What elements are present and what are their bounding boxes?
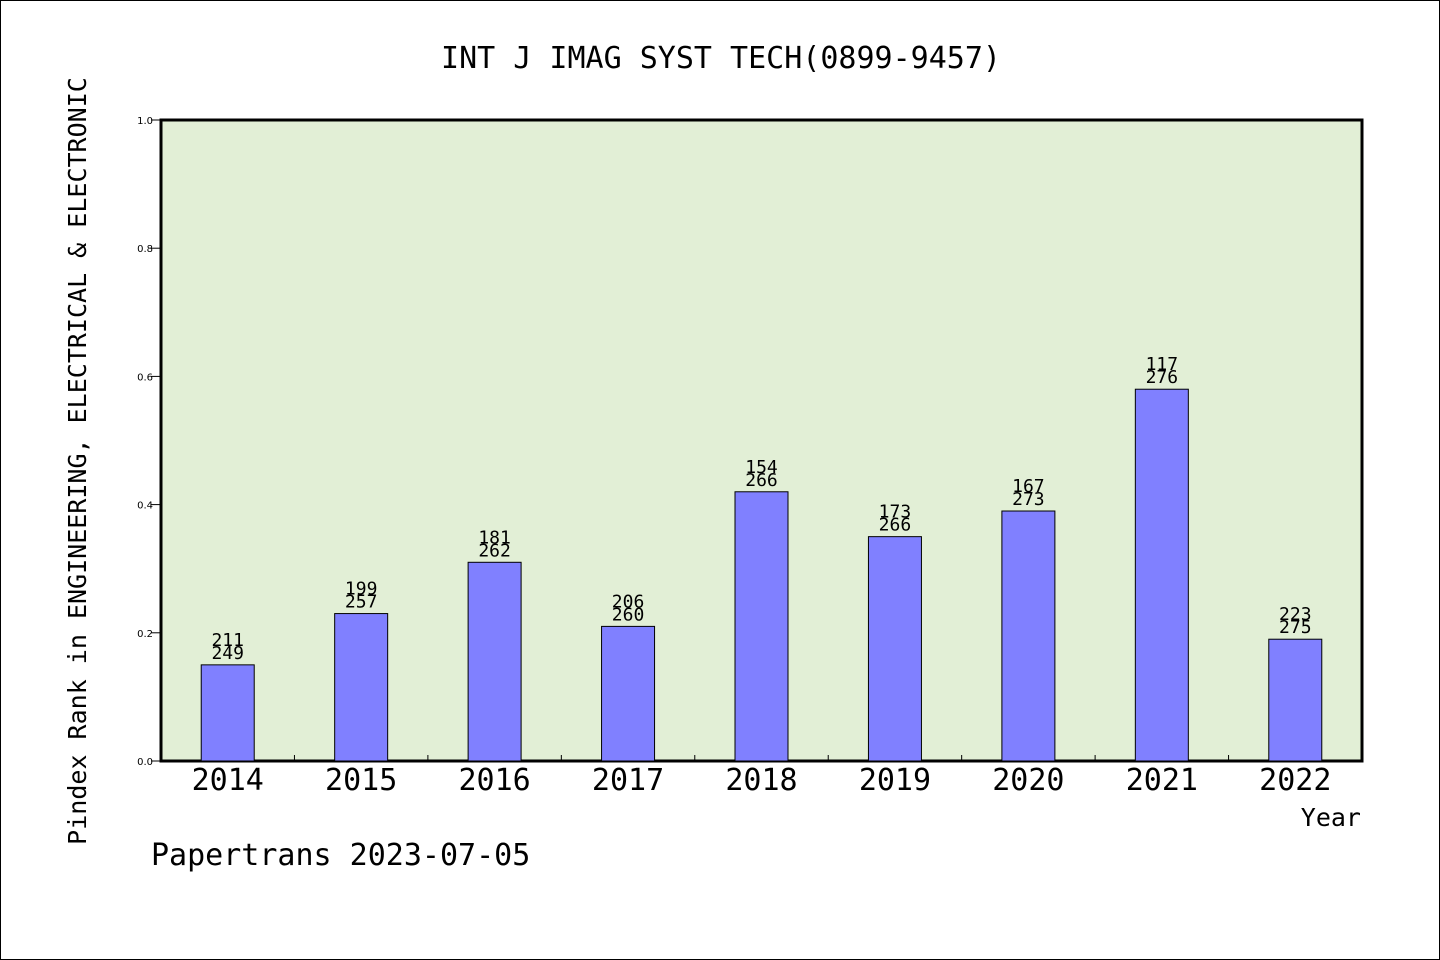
bar-rank-label: 173 [879, 502, 912, 523]
x-tick-label: 2021 [1126, 763, 1198, 798]
bar-total-label: 257 [345, 592, 378, 613]
y-tick-label: 0.4 [137, 501, 153, 512]
x-tick-label: 2022 [1259, 763, 1331, 798]
bar [867, 536, 922, 762]
x-tick-label: 2020 [992, 763, 1064, 798]
bar-rank-label: 117 [1146, 354, 1179, 375]
x-tick-label: 2019 [859, 763, 931, 798]
y-tick-label: 0.2 [137, 629, 153, 640]
bar [1134, 388, 1189, 762]
bar-rank-label: 181 [478, 527, 511, 548]
chart-title: INT J IMAG SYST TECH(0899-9457) [441, 41, 1001, 76]
bar-total-label: 266 [745, 470, 778, 491]
y-tick-label: 0.8 [137, 244, 153, 255]
y-axis: 0.0 0.2 0.4 0.6 0.8 1.0 [137, 116, 161, 768]
bar-total-label: 275 [1279, 617, 1312, 638]
bar [734, 491, 789, 762]
bar-total-label: 273 [1012, 489, 1045, 510]
y-tick-label: 1.0 [137, 116, 153, 127]
x-tick-label: 2018 [725, 763, 797, 798]
bar-rank-label: 154 [745, 457, 778, 478]
x-tick-label: 2015 [325, 763, 397, 798]
bar [334, 613, 389, 762]
bar [1001, 510, 1056, 762]
bar-rank-label: 199 [345, 579, 378, 600]
bar-total-label: 266 [879, 515, 912, 536]
y-tick-label: 0.0 [137, 757, 153, 768]
bar [1268, 638, 1323, 762]
x-axis-label: Year [1301, 803, 1361, 832]
bar [467, 561, 522, 762]
y-axis-label: Pindex Rank in ENGINEERING, ELECTRICAL &… [63, 77, 92, 845]
bar-total-label: 260 [612, 604, 645, 625]
y-tick-label: 0.6 [137, 372, 153, 383]
footer-text: Papertrans 2023-07-05 [151, 838, 530, 873]
bar-rank-label: 167 [1012, 476, 1045, 497]
bar-rank-label: 223 [1279, 604, 1312, 625]
bar [200, 664, 255, 762]
x-tick-label: 2017 [592, 763, 664, 798]
x-axis: 2014 2015 2016 2017 2018 2019 2020 2021 2022 [192, 755, 1331, 798]
bar-total-label: 262 [478, 540, 511, 561]
bar-rank-label: 206 [612, 591, 645, 612]
bar-total-label: 249 [211, 643, 244, 664]
bar-total-label: 276 [1146, 367, 1179, 388]
x-tick-label: 2014 [192, 763, 264, 798]
bar [601, 625, 656, 762]
bar-rank-label: 211 [211, 630, 244, 651]
x-tick-label: 2016 [458, 763, 530, 798]
bars: 2112491992571812622062601542661732661672… [200, 354, 1323, 762]
